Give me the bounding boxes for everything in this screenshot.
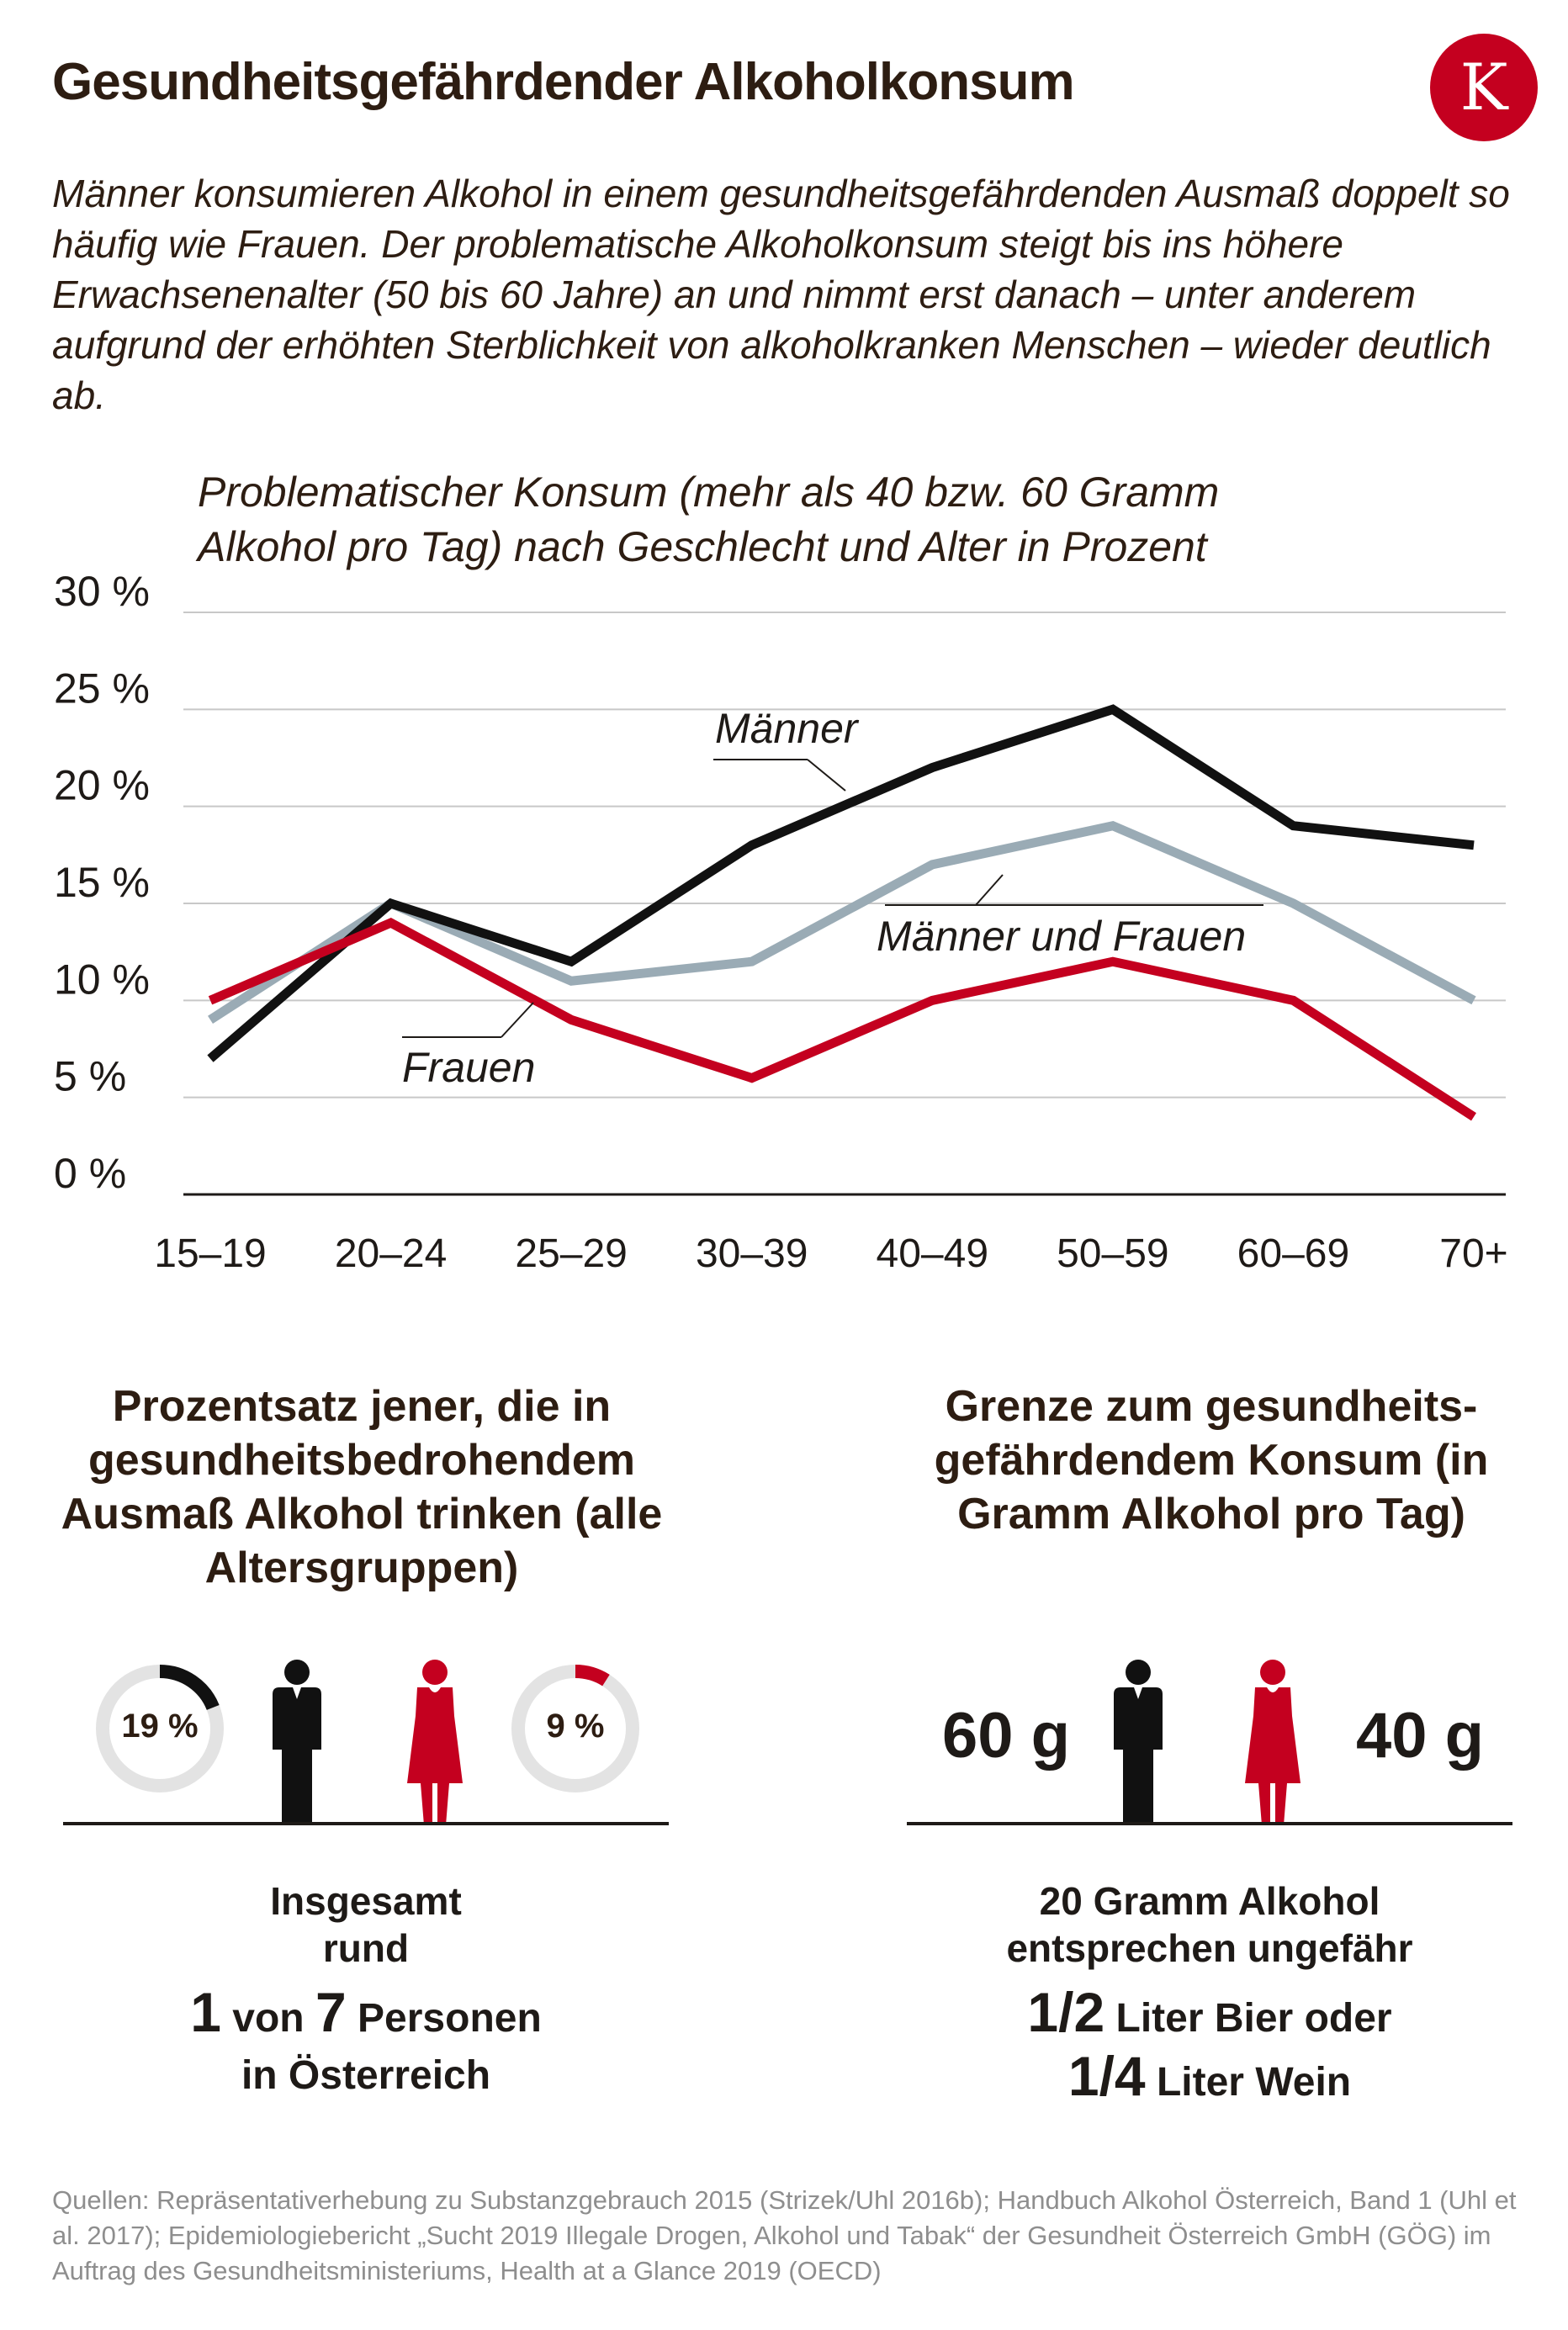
page-title: Gesundheitsgefährdender Alkoholkonsum [52,53,1075,111]
left-facts-line1: Insgesamt [270,1879,462,1923]
right-facts-line1: 20 Gramm Alkohol [1039,1879,1380,1923]
man-icon-right [1114,1660,1163,1825]
annotation-leader-frauen [501,1002,534,1038]
chart-title-line1: Problematischer Konsum (mehr als 40 bzw.… [198,469,1219,516]
woman-icon-right [1245,1660,1300,1825]
women-grams: 40 g [1356,1700,1485,1771]
intro-text: Männer konsumieren Alkohol in einem gesu… [52,172,1510,417]
wine-num: 1/4 [1067,2045,1146,2107]
men-grams: 60 g [942,1700,1071,1771]
legend-label-maenner: Männer [715,705,860,752]
y-tick-label: 10 % [54,956,150,1003]
chart-title-line2: Alkohol pro Tag) nach Geschlecht und Alt… [195,523,1209,570]
donut-men-label: 19 % [121,1708,199,1745]
legend-label-frauen: Frauen [402,1044,535,1091]
y-tick-label: 0 % [54,1150,126,1197]
ratio-word-von: von [232,1996,305,2041]
left-facts-line2: rund [322,1926,410,1970]
y-tick-label: 15 % [54,859,150,906]
right-facts-beer: 1/2 Liter Bier oder [907,1980,1512,2044]
logo-letter: K [1459,50,1508,124]
left-facts: Insgesamt rund 1 von 7 Personen in Öster… [63,1877,669,2100]
x-axis-ticks: 15–19 20–24 25–29 30–39 40–49 50–59 60–69 70+ [154,1231,1507,1276]
x-tick-label: 25–29 [515,1231,627,1276]
wine-text: Liter Wein [1156,2060,1352,2105]
x-tick-label: 40–49 [877,1231,988,1276]
y-tick-label: 20 % [54,762,150,809]
right-panel-title: Grenze zum gesundheits- gefährdendem Kon… [934,1382,1489,1538]
donut-men [96,1665,224,1793]
donut-women [511,1665,639,1793]
donut-men-arc [159,1665,220,1711]
chart-grid [183,612,1506,1196]
ratio-num1: 1 [190,1981,221,2043]
left-facts-line4: in Österreich [241,2053,491,2098]
x-tick-label: 50–59 [1057,1231,1168,1276]
y-axis-ticks: 0 % 5 % 10 % 15 % 20 % 25 % 30 % [54,568,150,1197]
right-facts-wine: 1/4 Liter Wein [907,2044,1512,2108]
right-baseline [907,1822,1512,1825]
series-annotations: Männer Männer und Frauen Frauen [402,705,1263,1091]
right-facts: 20 Gramm Alkohol entsprechen ungefähr 1/… [907,1877,1512,2108]
legend-label-maenner-und-frauen: Männer und Frauen [877,913,1246,960]
x-tick-label: 60–69 [1237,1231,1349,1276]
annotation-leader-gesamt [975,874,1004,906]
donut-women-label: 9 % [546,1708,605,1745]
series-line-1 [207,704,1475,1062]
left-facts-ratio: 1 von 7 Personen [63,1980,669,2044]
line-chart: Problematischer Konsum (mehr als 40 bzw.… [54,469,1508,1276]
chart-series [207,704,1476,1121]
woman-icon [407,1660,463,1825]
left-baseline [63,1822,669,1825]
donut-women-arc [575,1665,610,1687]
beer-num: 1/2 [1027,1981,1105,2043]
left-panel-title: Prozentsatz jener, die in gesundheitsbed… [61,1382,663,1592]
kleine-zeitung-logo: K [1430,34,1538,141]
ratio-word-personen: Personen [358,1996,542,2041]
y-tick-label: 25 % [54,665,150,712]
x-tick-label: 15–19 [154,1231,266,1276]
source-note: Quellen: Repräsentativerhebung zu Substa… [52,2185,1517,2285]
series-line-2 [208,917,1476,1121]
y-tick-label: 5 % [54,1053,126,1100]
y-tick-label: 30 % [54,568,150,615]
x-tick-label: 30–39 [696,1231,808,1276]
x-tick-label: 70+ [1439,1231,1507,1276]
man-icon [273,1660,321,1825]
beer-text: Liter Bier oder [1115,1996,1392,2041]
right-facts-line2: entsprechen ungefähr [1006,1926,1413,1970]
x-tick-label: 20–24 [335,1231,447,1276]
ratio-num2: 7 [315,1981,347,2043]
annotation-leader-maenner [807,759,846,792]
